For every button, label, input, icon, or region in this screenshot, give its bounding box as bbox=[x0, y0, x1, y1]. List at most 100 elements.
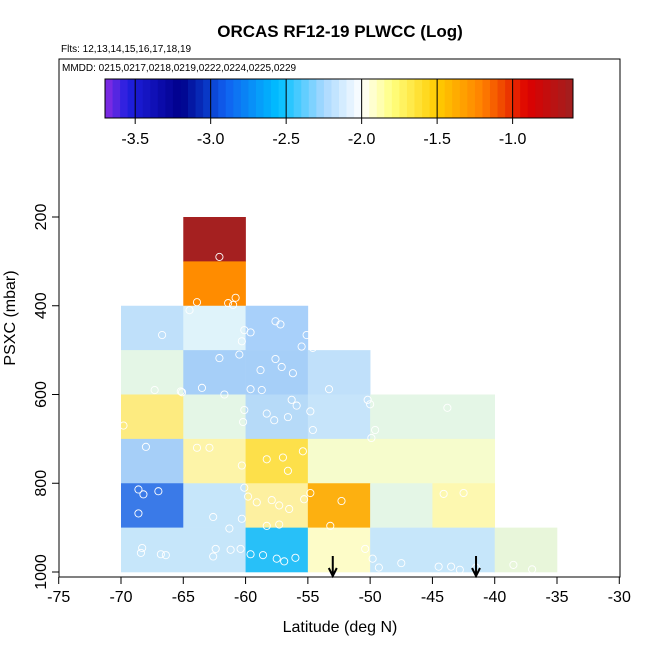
data-point bbox=[300, 495, 309, 504]
data-point bbox=[237, 337, 246, 346]
colorbar-swatch bbox=[512, 79, 521, 118]
heatmap-cell bbox=[432, 394, 496, 440]
heatmap-cell bbox=[432, 483, 496, 528]
colorbar-swatch bbox=[301, 79, 310, 118]
colorbar-swatch bbox=[406, 79, 415, 118]
colorbar-tick-label: -3.0 bbox=[197, 131, 225, 148]
colorbar-swatch bbox=[225, 79, 234, 118]
data-point bbox=[209, 512, 218, 522]
data-point bbox=[177, 388, 187, 397]
data-point bbox=[308, 425, 317, 435]
colorbar-swatch bbox=[429, 79, 438, 118]
data-point bbox=[371, 425, 380, 435]
data-point bbox=[283, 413, 292, 422]
data-point bbox=[161, 551, 170, 560]
colorbar-swatch bbox=[157, 79, 166, 118]
data-point bbox=[447, 562, 456, 571]
data-point bbox=[246, 385, 255, 394]
heatmap-cell bbox=[121, 350, 184, 395]
colorbar-swatch bbox=[437, 79, 446, 118]
colorbar-swatch bbox=[459, 79, 468, 118]
colorbar-swatch bbox=[489, 79, 498, 118]
data-point bbox=[302, 330, 311, 340]
data-point bbox=[192, 443, 202, 452]
heatmap-cell bbox=[307, 438, 371, 484]
heatmap-cell bbox=[121, 438, 184, 484]
data-point bbox=[134, 509, 143, 518]
data-point bbox=[324, 385, 334, 394]
heatmap-cell bbox=[245, 394, 309, 440]
colorbar-swatch bbox=[278, 79, 287, 118]
data-point bbox=[231, 293, 240, 302]
chart-title: ORCAS RF12-19 PLWCC (Log) bbox=[217, 22, 463, 41]
colorbar-tick-label: -2.5 bbox=[272, 131, 300, 148]
data-point bbox=[176, 387, 185, 396]
colorbar-swatch bbox=[361, 79, 370, 118]
heatmap-cell bbox=[307, 483, 371, 528]
data-point bbox=[283, 466, 292, 475]
y-tick-label: 200 bbox=[33, 204, 50, 231]
data-point bbox=[326, 521, 335, 530]
data-point bbox=[220, 390, 229, 399]
colorbar-swatch bbox=[263, 79, 272, 118]
colorbar-swatch bbox=[120, 79, 129, 118]
x-tick-label: -55 bbox=[296, 589, 319, 606]
data-point bbox=[374, 563, 383, 572]
data-point bbox=[337, 496, 346, 506]
data-point bbox=[306, 488, 315, 498]
heatmap-cell bbox=[370, 394, 433, 440]
data-point bbox=[285, 504, 294, 514]
colorbar-swatch bbox=[369, 79, 378, 118]
colorbar-swatch bbox=[142, 79, 151, 118]
colorbar-swatch bbox=[323, 79, 332, 118]
heatmap-cell bbox=[370, 483, 433, 528]
colorbar-ticks: -3.5 -3.0 -2.5 -2.0 -1.5 -1.0 bbox=[121, 79, 526, 148]
data-point bbox=[276, 320, 285, 329]
colorbar-swatch bbox=[384, 79, 393, 118]
colorbar-swatch bbox=[399, 79, 408, 118]
data-point bbox=[235, 350, 244, 359]
data-point bbox=[275, 501, 284, 510]
colorbar-swatch bbox=[414, 79, 423, 118]
heatmap-cell bbox=[121, 394, 184, 440]
colorbar-swatch bbox=[557, 79, 566, 118]
plot-area: MMDD: 0215,0217,0218,0219,0222,0224,0225… bbox=[58, 58, 621, 579]
colorbar-swatch bbox=[482, 79, 491, 118]
colorbar-swatch bbox=[308, 79, 317, 118]
data-point bbox=[275, 520, 284, 529]
colorbar-swatch bbox=[293, 79, 302, 118]
heatmap-cell bbox=[432, 527, 496, 573]
data-point bbox=[434, 562, 443, 571]
colorbar-swatch bbox=[180, 79, 189, 118]
data-point bbox=[225, 524, 234, 533]
x-tick-label: -35 bbox=[545, 589, 568, 606]
colorbar-swatch bbox=[474, 79, 483, 118]
heatmap-cell bbox=[307, 350, 371, 395]
colorbar-swatch bbox=[339, 79, 347, 118]
x-tick-label: -65 bbox=[172, 589, 195, 606]
colorbar-tick-label: -1.5 bbox=[423, 131, 451, 148]
data-point bbox=[237, 461, 246, 470]
data-point bbox=[185, 306, 194, 315]
heatmap-cell bbox=[245, 438, 309, 484]
data-point bbox=[226, 545, 235, 554]
data-point bbox=[209, 552, 218, 561]
heatmap-cell bbox=[183, 527, 246, 573]
colorbar-swatch bbox=[135, 79, 144, 118]
colorbar-swatch bbox=[203, 79, 212, 118]
data-point bbox=[158, 330, 167, 340]
data-point bbox=[141, 442, 150, 451]
heatmap-cell bbox=[183, 483, 246, 528]
data-point bbox=[288, 369, 297, 378]
colorbar-swatch bbox=[542, 79, 551, 118]
data-point bbox=[306, 407, 315, 416]
y-tick-label: 1000 bbox=[33, 554, 50, 590]
data-point bbox=[368, 554, 377, 563]
colorbar bbox=[104, 78, 574, 119]
data-point bbox=[455, 565, 464, 574]
colorbar-swatch bbox=[188, 79, 196, 118]
colorbar-swatch bbox=[248, 79, 257, 118]
data-point bbox=[271, 354, 280, 364]
data-point bbox=[229, 300, 238, 309]
data-point bbox=[240, 483, 249, 492]
